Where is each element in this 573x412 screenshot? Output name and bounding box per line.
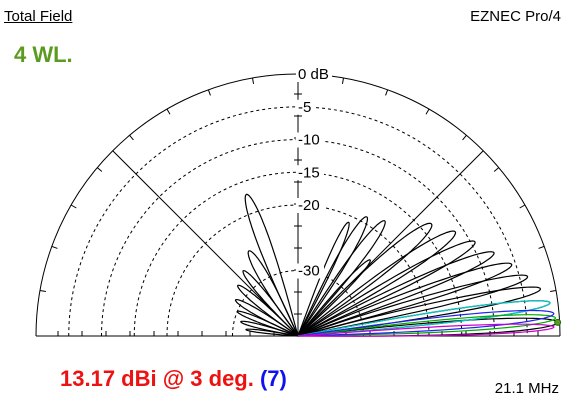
gain-text: 13.17 dBi @ 3 deg. [60, 366, 254, 391]
pattern-lobe [297, 220, 386, 337]
pattern-lobe [297, 262, 513, 337]
pattern-lobe [297, 222, 433, 337]
gain-readout: 13.17 dBi @ 3 deg. (7) [60, 366, 287, 392]
pattern-lobe [297, 259, 371, 337]
ring-labels: 0 dB -5 -10 -15 -20 -30 [296, 66, 332, 280]
angle-tick [252, 77, 255, 84]
ring-label-bg [296, 132, 324, 148]
pattern-lobe [240, 320, 299, 337]
pattern-lobe [244, 193, 299, 337]
ring-label: -30 [298, 263, 320, 280]
pattern-lobe [297, 251, 495, 337]
angle-tick [39, 290, 46, 293]
pattern-lobe [297, 323, 555, 337]
pattern-lobe [234, 299, 299, 337]
app-name: EZNEC Pro/4 [470, 8, 561, 25]
pattern-lobe [297, 230, 457, 337]
pattern-lobe [297, 286, 542, 337]
angle-tick [96, 167, 103, 172]
frequency-label: 21.1 MHz [494, 380, 559, 397]
angle-tick [166, 108, 171, 115]
wavelength-label: 4 WL. [14, 42, 73, 67]
ring-label: -20 [298, 197, 320, 214]
angle-tick [70, 204, 77, 209]
pattern-lobe [245, 328, 299, 337]
angle-tick [493, 167, 500, 172]
ring-label-bg [296, 67, 332, 82]
angle-tick [51, 245, 58, 249]
db-ring [68, 106, 528, 337]
ring-label-bg [296, 165, 324, 181]
pattern-lobe [297, 274, 529, 337]
pattern-lobe [297, 221, 350, 337]
angle-tick [129, 134, 134, 141]
pattern-lobe [297, 314, 557, 337]
pattern-lobe [236, 284, 299, 337]
max-gain-marker [554, 318, 562, 326]
pattern-lobe [297, 216, 369, 337]
pattern-series [297, 309, 555, 337]
pattern-traces [234, 193, 562, 337]
field-title: Total Field [4, 8, 73, 25]
pattern-lobe [247, 250, 299, 337]
pattern-lobe [297, 300, 551, 337]
pattern-series [297, 300, 551, 337]
ring-label: 0 dB [298, 66, 329, 83]
ring-label: -10 [298, 132, 320, 149]
angle-tick [207, 89, 211, 96]
angle-tick [462, 134, 467, 141]
pattern-lobe [236, 310, 299, 337]
angle-tick [385, 89, 389, 96]
pattern-series [297, 323, 555, 337]
angle-tick [538, 245, 545, 249]
pattern-lobe [242, 269, 299, 337]
pattern-series [297, 314, 557, 337]
pattern-lobe [297, 309, 555, 337]
trace-number: (7) [259, 366, 287, 391]
ring-label-bg [296, 99, 316, 115]
angle-tick [550, 290, 557, 293]
ring-label: -15 [298, 164, 320, 181]
angle-tick [519, 204, 526, 209]
db-ring [133, 171, 463, 337]
ring-label-bg [296, 263, 324, 279]
ring-label: -5 [298, 99, 311, 116]
ring-label-bg [296, 198, 324, 213]
angle-tick [341, 77, 344, 84]
angle-tick [425, 108, 430, 115]
pattern-lobe [297, 240, 476, 337]
